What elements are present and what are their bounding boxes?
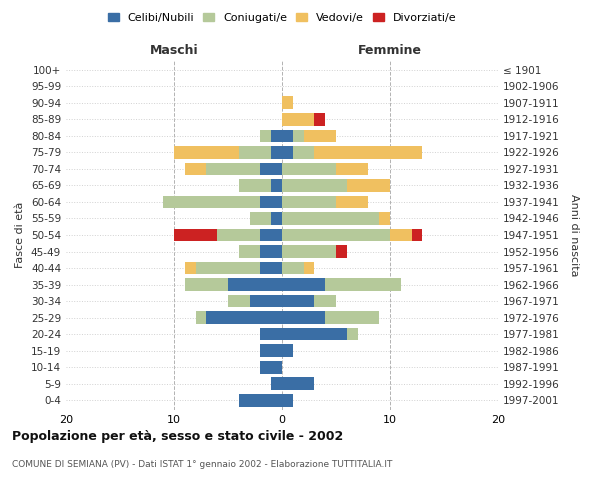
Bar <box>282 278 325 291</box>
Bar <box>347 328 358 340</box>
Bar <box>282 377 314 390</box>
Bar <box>196 262 260 274</box>
Bar <box>260 162 282 175</box>
Bar <box>185 278 228 291</box>
Bar <box>217 228 260 241</box>
Bar <box>250 212 271 225</box>
Legend: Celibi/Nubili, Coniugati/e, Vedovi/e, Divorziati/e: Celibi/Nubili, Coniugati/e, Vedovi/e, Di… <box>103 8 461 27</box>
Bar <box>228 278 282 291</box>
Y-axis label: Fasce di età: Fasce di età <box>16 202 25 268</box>
Bar <box>314 113 325 126</box>
Text: Femmine: Femmine <box>358 44 422 57</box>
Bar <box>271 130 282 142</box>
Bar <box>293 130 304 142</box>
Bar <box>282 344 293 357</box>
Bar <box>282 394 293 406</box>
Bar <box>174 228 217 241</box>
Bar <box>260 360 282 374</box>
Bar <box>325 278 401 291</box>
Bar <box>379 212 390 225</box>
Bar <box>239 245 260 258</box>
Bar <box>282 179 347 192</box>
Text: Popolazione per età, sesso e stato civile - 2002: Popolazione per età, sesso e stato civil… <box>12 430 343 443</box>
Bar <box>239 179 271 192</box>
Bar <box>196 311 206 324</box>
Text: Maschi: Maschi <box>149 44 199 57</box>
Bar <box>282 96 293 110</box>
Bar <box>282 245 336 258</box>
Bar <box>260 228 282 241</box>
Bar <box>325 311 379 324</box>
Bar <box>282 311 325 324</box>
Bar <box>282 196 336 208</box>
Bar <box>271 179 282 192</box>
Bar <box>174 146 239 159</box>
Text: COMUNE DI SEMIANA (PV) - Dati ISTAT 1° gennaio 2002 - Elaborazione TUTTITALIA.IT: COMUNE DI SEMIANA (PV) - Dati ISTAT 1° g… <box>12 460 392 469</box>
Bar <box>206 311 282 324</box>
Bar <box>282 294 314 308</box>
Bar <box>282 146 293 159</box>
Bar <box>260 245 282 258</box>
Bar <box>239 394 282 406</box>
Bar <box>260 130 271 142</box>
Bar <box>206 162 260 175</box>
Bar <box>282 212 379 225</box>
Bar <box>336 196 368 208</box>
Bar <box>185 262 196 274</box>
Bar <box>314 146 422 159</box>
Bar <box>347 179 390 192</box>
Bar <box>260 196 282 208</box>
Bar <box>412 228 422 241</box>
Bar <box>282 228 390 241</box>
Bar <box>271 212 282 225</box>
Bar <box>314 294 336 308</box>
Bar <box>185 162 206 175</box>
Bar <box>336 162 368 175</box>
Bar <box>304 262 314 274</box>
Bar <box>282 113 314 126</box>
Bar <box>336 245 347 258</box>
Bar <box>260 344 282 357</box>
Bar <box>271 377 282 390</box>
Bar <box>282 130 293 142</box>
Bar <box>260 262 282 274</box>
Bar <box>390 228 412 241</box>
Bar <box>282 262 304 274</box>
Bar <box>250 294 282 308</box>
Bar <box>260 328 282 340</box>
Bar <box>163 196 260 208</box>
Bar <box>293 146 314 159</box>
Bar <box>282 162 336 175</box>
Bar <box>228 294 250 308</box>
Y-axis label: Anni di nascita: Anni di nascita <box>569 194 579 276</box>
Bar <box>271 146 282 159</box>
Bar <box>304 130 336 142</box>
Bar <box>282 328 347 340</box>
Bar <box>239 146 271 159</box>
